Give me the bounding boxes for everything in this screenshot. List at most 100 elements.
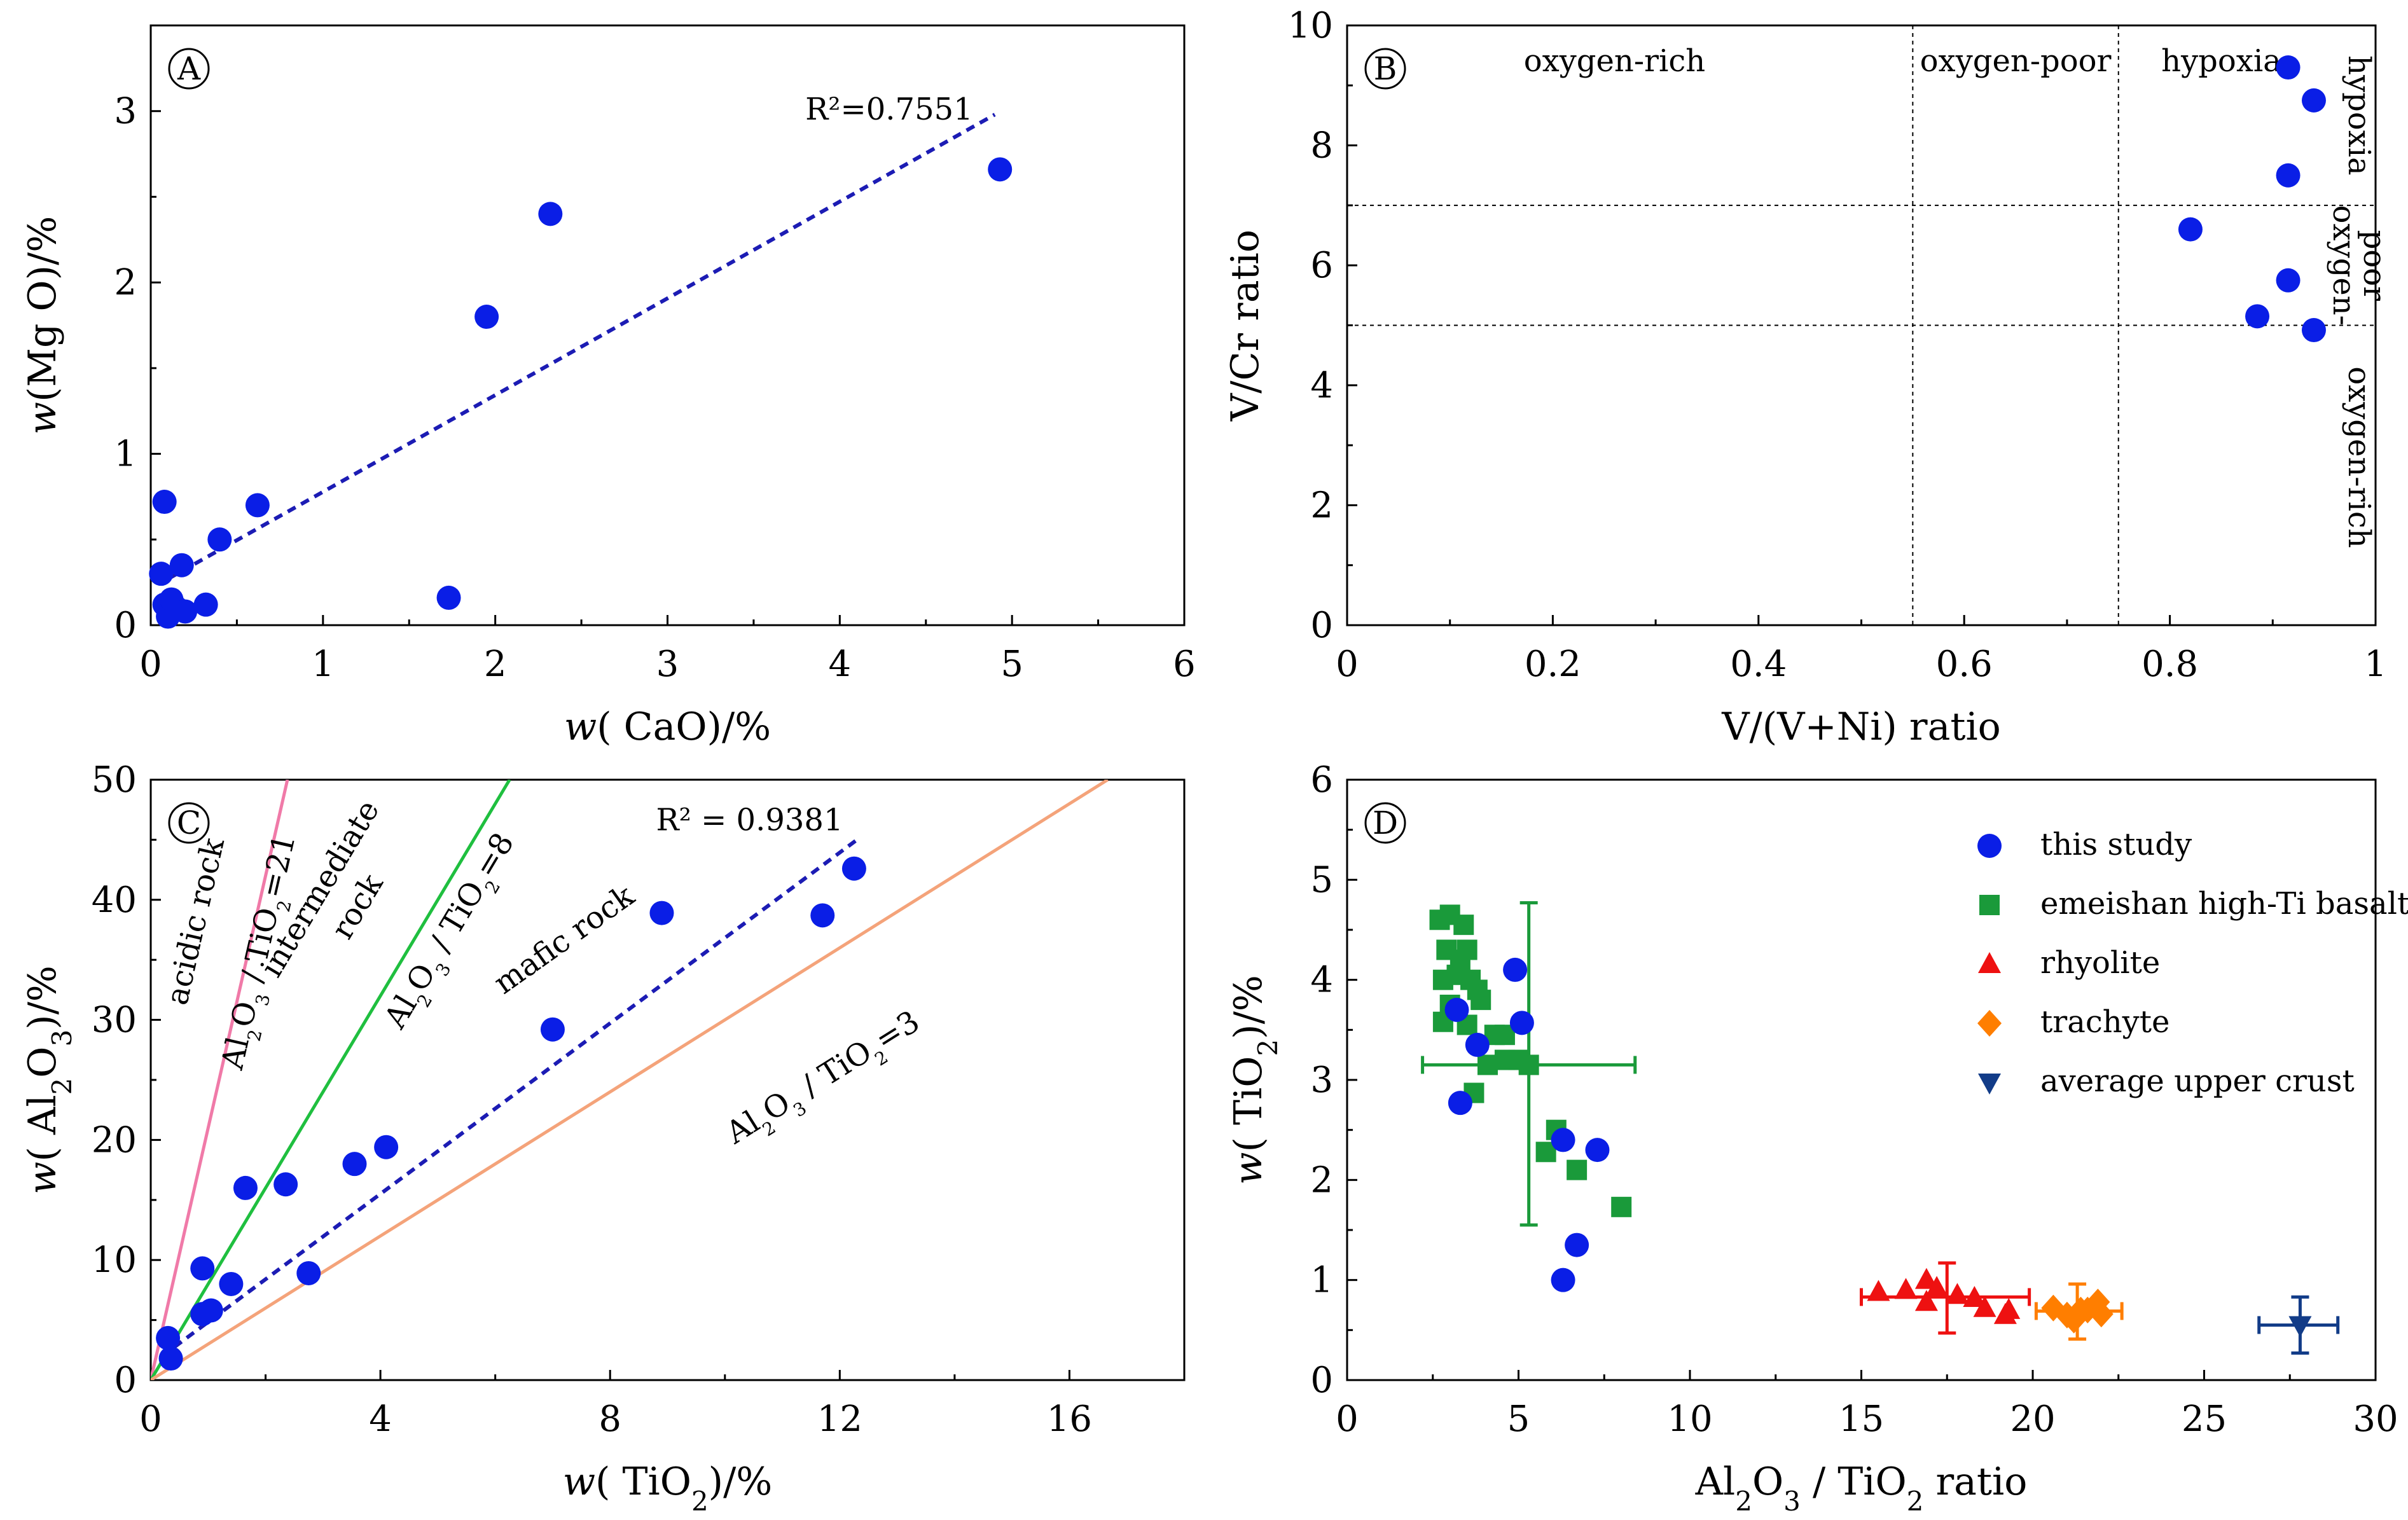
r-squared-label: R² = 0.9381: [656, 802, 843, 838]
data-point-circle: [1565, 1233, 1589, 1257]
y-tick-label: 8: [1310, 125, 1333, 167]
data-point-triangle: [1973, 1295, 1996, 1317]
legend-marker: [1977, 834, 2002, 858]
y-tick-label: 4: [1310, 960, 1333, 1001]
legend-label: this study: [2040, 827, 2192, 862]
panel-letter-circle: [1364, 802, 1406, 844]
legend-marker: [1979, 895, 2000, 915]
data-point: [233, 1175, 258, 1200]
x-tick-label: 15: [1839, 1399, 1884, 1440]
region-label-top: oxygen-poor: [1920, 43, 2112, 79]
data-point-circle: [1444, 997, 1469, 1022]
data-point-triangle: [1867, 1280, 1890, 1301]
x-tick-label: 1: [2364, 644, 2387, 685]
y-tick-label: 10: [1288, 5, 1333, 46]
region-label-right: oxygen-rich: [2341, 366, 2377, 548]
data-point: [2178, 217, 2203, 242]
y-tick-label: 2: [1310, 1159, 1333, 1201]
panel-letter: B: [1374, 50, 1397, 87]
legend-label: rhyolite: [2040, 945, 2160, 981]
x-tick-label: 10: [1667, 1399, 1712, 1440]
panel-letter: A: [177, 50, 201, 87]
data-point: [2276, 268, 2301, 293]
x-tick-label: 20: [2010, 1399, 2055, 1440]
data-point: [436, 585, 461, 610]
data-point-triangle: [1946, 1283, 1969, 1304]
panel-A: 0 1 2 3 4 5 6 0 1 2 3 A R²=0.7551 w( CaO)/% w(Mg O)/%: [20, 24, 1196, 749]
y-axis-title: w(Mg O)/%: [20, 216, 65, 435]
panel-letter: C: [177, 805, 201, 841]
y-tick-label: 0: [114, 605, 137, 646]
plot-frame: [149, 24, 1186, 626]
panel-letter-circle: [168, 802, 210, 844]
data-point: [374, 1135, 399, 1159]
legend-label: emeishan high-Ti basalt: [2040, 886, 2408, 922]
r-squared-label: R²=0.7551: [805, 92, 973, 127]
plot-frame: [149, 778, 1186, 1381]
legend-label: trachyte: [2040, 1004, 2169, 1040]
rock-label: mafic rock: [487, 878, 641, 1002]
y-tick-label: 0: [114, 1360, 137, 1401]
error-bar: [1860, 1261, 2031, 1335]
y-tick-label: 0: [1310, 605, 1333, 646]
x-tick-label: 0: [139, 644, 162, 685]
y-tick-label: 4: [1310, 365, 1333, 406]
legend-marker: [1978, 952, 2001, 973]
data-point: [2245, 304, 2270, 329]
y-tick-label: 6: [1310, 759, 1333, 801]
panel-letter-circle: [1364, 48, 1406, 90]
data-point: [2276, 163, 2301, 188]
x-axis-title: V/(V+Ni) ratio: [1721, 705, 2001, 749]
x-tick-label: 5: [1000, 644, 1023, 685]
x-tick-label: 0: [139, 1399, 162, 1440]
data-point-circle: [1551, 1128, 1575, 1152]
data-point: [245, 493, 270, 518]
data-point-square: [1611, 1196, 1632, 1217]
data-point-diamond: [2068, 1296, 2093, 1323]
data-point-square: [1567, 1159, 1588, 1180]
data-point: [810, 903, 835, 928]
data-point-triangle: [1914, 1290, 1938, 1311]
x-axis-title: w( CaO)/%: [564, 705, 771, 749]
data-point-square: [1470, 990, 1491, 1011]
x-tick-label: 4: [829, 644, 852, 685]
x-tick-label: 3: [656, 644, 679, 685]
data-point: [152, 490, 177, 515]
data-point-square: [1518, 1054, 1539, 1075]
region-label-right: poor: [2356, 230, 2392, 301]
data-point-square: [1453, 915, 1474, 936]
data-point-triangle: [1925, 1276, 1949, 1297]
rock-label: acidic rock: [159, 834, 232, 1009]
x-tick-label: 0.8: [2142, 644, 2198, 685]
data-point-square: [1477, 1054, 1498, 1075]
trendline: [161, 838, 859, 1358]
data-point: [158, 1346, 183, 1371]
x-axis-title: w( TiO2)/%: [563, 1460, 773, 1517]
x-tick-label: 4: [369, 1399, 392, 1440]
x-tick-label: 5: [1507, 1399, 1530, 1440]
y-tick-label: 5: [1310, 859, 1333, 901]
y-tick-label: 2: [1310, 485, 1333, 526]
data-point: [149, 562, 174, 586]
x-tick-label: 0.6: [1936, 644, 1993, 685]
trendline: [167, 113, 996, 581]
x-tick-label: 0.2: [1525, 644, 1581, 685]
data-point: [193, 592, 218, 617]
x-tick-label: 16: [1047, 1399, 1092, 1440]
y-axis-title: w( Al2O3)/%: [20, 965, 78, 1194]
reference-line-label: Al2O3 / TiO2=3: [719, 1004, 930, 1157]
data-point: [2301, 318, 2326, 343]
reference-line: [151, 780, 289, 1380]
x-tick-label: 0: [1336, 1399, 1359, 1440]
data-point: [156, 1325, 181, 1350]
data-point-circle: [1585, 1138, 1610, 1163]
x-tick-label: 2: [484, 644, 507, 685]
data-point: [474, 305, 499, 329]
data-point: [219, 1271, 244, 1296]
data-point: [2301, 88, 2326, 113]
data-point-circle: [1448, 1091, 1472, 1116]
x-tick-label: 1: [312, 644, 335, 685]
y-tick-label: 50: [92, 759, 137, 801]
